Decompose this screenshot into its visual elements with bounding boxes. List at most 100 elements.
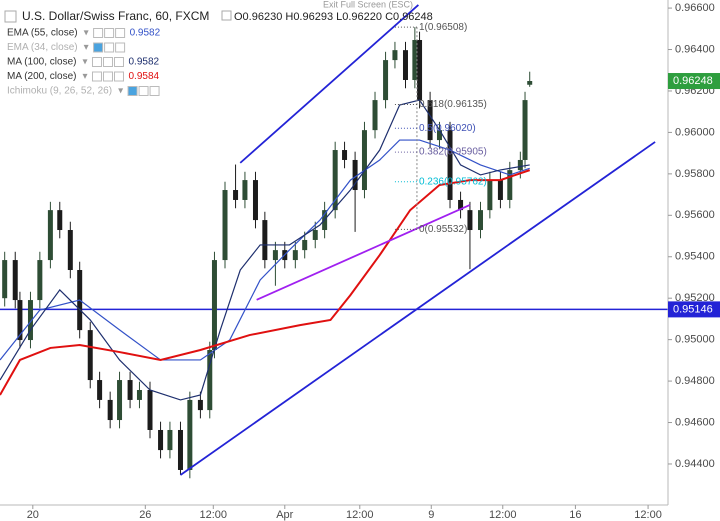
candle-body	[372, 100, 378, 131]
legend-icon[interactable]	[104, 42, 115, 53]
legend-icon[interactable]	[102, 71, 113, 82]
trend-line	[256, 204, 471, 301]
candle-body	[272, 250, 278, 261]
y-tick-label: 0.96600	[675, 2, 715, 14]
price-box	[668, 73, 720, 90]
fib-label: 0.382(0.95905)	[419, 147, 487, 158]
legend-icon[interactable]	[115, 28, 126, 38]
candle-body	[158, 429, 164, 451]
toolbar-text[interactable]: Exit Full Screen (ESC)	[323, 0, 413, 9]
legend-icon[interactable]	[104, 28, 115, 38]
fib-label: 0(0.95532)	[419, 224, 467, 235]
candle-body	[242, 180, 248, 200]
candle-body	[412, 39, 418, 80]
y-tick-label: 0.94800	[675, 375, 715, 387]
candle-body	[402, 50, 408, 80]
legend-caret: ▾	[84, 28, 89, 39]
candle-body	[383, 60, 389, 101]
legend: EMA (55, close) ▾ 0.9582 EMA (34, close) ▾ MA…	[7, 28, 161, 97]
chart-title: U.S. Dollar/Swiss Franc, 60, FXCM	[22, 9, 209, 23]
candle-body	[527, 81, 533, 85]
candle-body	[252, 180, 258, 221]
candle-body	[497, 180, 503, 200]
legend-label[interactable]: EMA (34, close)	[7, 42, 78, 53]
price-box-label: 0.95146	[673, 303, 713, 315]
y-tick-label: 0.95200	[675, 292, 715, 304]
y-tick-label: 0.95800	[675, 168, 715, 180]
y-tick-label: 0.94400	[675, 458, 715, 470]
candle-body	[167, 429, 173, 451]
candle-body	[187, 399, 193, 470]
moving-average-line	[0, 169, 531, 396]
x-tick-label: 20	[27, 509, 39, 521]
legend-icon[interactable]	[113, 71, 124, 82]
candle-body	[207, 349, 213, 411]
candle-body	[262, 220, 268, 261]
candle-body	[127, 380, 133, 400]
candle-body	[211, 260, 217, 350]
candle-body	[292, 250, 298, 261]
candle-body	[447, 130, 453, 200]
candle-body	[436, 130, 442, 141]
legend-icon[interactable]	[138, 86, 149, 96]
price-box	[668, 301, 720, 318]
candle-body	[107, 399, 113, 421]
x-tick-label: 12:00	[634, 509, 662, 521]
legend-label[interactable]: MA (100, close)	[7, 57, 76, 68]
ohlc: O0.96230 H0.96293 L0.96220 C0.96248	[234, 11, 433, 23]
candle-body	[458, 199, 464, 211]
x-tick-label: Apr	[276, 509, 293, 521]
legend-icon[interactable]	[91, 71, 102, 82]
moving-average-line	[0, 99, 530, 401]
candle-body	[197, 399, 203, 411]
candle-body	[392, 50, 398, 61]
candle-body	[37, 260, 43, 301]
x-tick-label: 12:00	[489, 509, 517, 521]
legend-label[interactable]: EMA (55, close)	[7, 28, 78, 39]
candle-body	[507, 170, 513, 200]
collapse-icon[interactable]	[4, 10, 17, 23]
legend-icon[interactable]	[127, 86, 138, 96]
legend-icon[interactable]	[149, 86, 160, 96]
fib-label: 0.236(0.95762)	[419, 176, 487, 187]
x-tick-label: 12:00	[200, 509, 228, 521]
icon[interactable]	[221, 10, 232, 21]
legend-icon[interactable]	[93, 42, 104, 53]
candle-body	[332, 150, 338, 211]
legend-icon[interactable]	[115, 42, 126, 53]
candle-body	[417, 39, 423, 101]
candle-body	[312, 230, 318, 240]
candle-body	[427, 100, 433, 141]
candle-body	[233, 190, 239, 200]
fib-label: 1(0.96508)	[419, 22, 467, 33]
legend-label[interactable]: Ichimoku (9, 26, 52, 26)	[7, 86, 112, 97]
legend-caret: ▾	[84, 42, 89, 53]
legend-icon[interactable]	[113, 57, 124, 67]
trend-line	[179, 141, 656, 476]
candle-body	[57, 210, 63, 231]
candle-body	[147, 389, 153, 430]
legend-icon[interactable]	[102, 57, 113, 67]
legend-icon[interactable]	[93, 28, 104, 38]
candle-body	[67, 230, 73, 271]
price-box-label: 0.96248	[673, 75, 713, 87]
legend-value: 0.9582	[128, 57, 159, 68]
legend-label[interactable]: MA (200, close)	[7, 71, 76, 82]
x-tick-label: 16	[569, 509, 581, 521]
fib-label: 0.5(0.96020)	[419, 123, 476, 134]
candle-body	[12, 260, 18, 301]
candle-body	[136, 389, 142, 400]
candle-body	[27, 300, 33, 341]
x-tick-label: 26	[139, 509, 151, 521]
fib-label: 0.618(0.96135)	[419, 99, 487, 110]
candle-body	[522, 100, 528, 160]
legend-icon[interactable]	[91, 57, 102, 67]
y-tick-label: 0.96000	[675, 126, 715, 138]
plot-area: 1(0.96508) 0.618(0.96135) 0.5(0.96020) 0.38…	[0, 4, 668, 479]
legend-caret: ▾	[118, 86, 123, 97]
candle-body	[87, 330, 93, 381]
candle-body	[17, 300, 23, 341]
candle-body	[177, 429, 183, 470]
candle-body	[487, 180, 493, 211]
